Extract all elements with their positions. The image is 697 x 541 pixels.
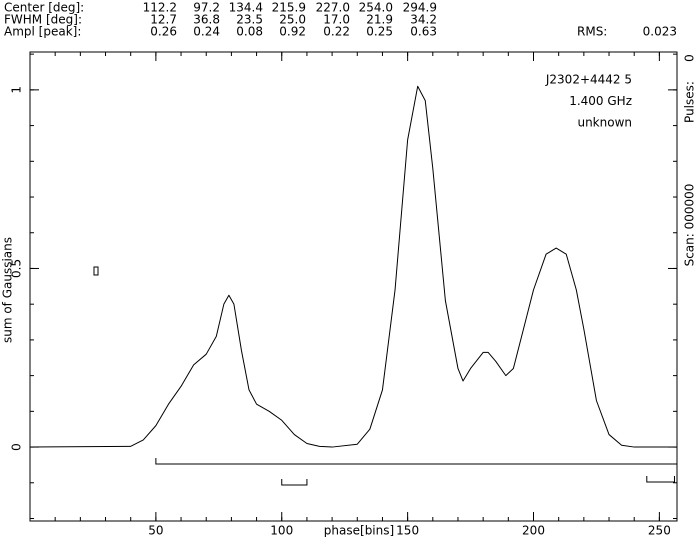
header-label: Ampl [peak]: bbox=[4, 25, 81, 39]
rms-value: 0.023 bbox=[643, 25, 677, 39]
rms-label: RMS: bbox=[577, 25, 607, 39]
plot-frame bbox=[29, 51, 678, 522]
annotation: 1.400 GHz bbox=[569, 94, 632, 108]
marker-box bbox=[93, 266, 99, 276]
x-axis-label: phase[bins] bbox=[324, 524, 394, 538]
header-value: 12.7 bbox=[150, 13, 177, 27]
x-tick-label: 50 bbox=[148, 524, 163, 538]
header-value: 0.63 bbox=[410, 25, 437, 39]
window-bracket bbox=[281, 479, 308, 486]
header-value: 23.5 bbox=[236, 13, 263, 27]
header-label: FWHM [deg]: bbox=[4, 13, 82, 27]
y-tick-label: 0.5 bbox=[10, 259, 24, 278]
header-value: 134.4 bbox=[229, 1, 263, 15]
x-tick-label: 250 bbox=[648, 524, 671, 538]
header-value: 227.0 bbox=[316, 1, 350, 15]
y-tick-label: 1 bbox=[10, 86, 24, 94]
annotation: J2302+4442 5 bbox=[545, 73, 632, 87]
side-label: Pulses: bbox=[683, 81, 697, 123]
header-value: 0.25 bbox=[366, 25, 393, 39]
header-value: 21.9 bbox=[366, 13, 393, 27]
x-tick-label: 100 bbox=[270, 524, 293, 538]
header-value: 34.2 bbox=[410, 13, 437, 27]
header-value: 0.92 bbox=[279, 25, 306, 39]
header-value: 254.0 bbox=[359, 1, 393, 15]
header-value: 0.08 bbox=[236, 25, 263, 39]
header-value: 17.0 bbox=[323, 13, 350, 27]
annotation: unknown bbox=[577, 116, 632, 130]
header-value: 0.26 bbox=[150, 25, 177, 39]
header-value: 36.8 bbox=[193, 13, 220, 27]
header-value: 97.2 bbox=[193, 1, 220, 15]
header-value: 294.9 bbox=[403, 1, 437, 15]
header-label: Center [deg]: bbox=[4, 1, 84, 15]
x-tick-label: 150 bbox=[396, 524, 419, 538]
header-value: 0.22 bbox=[323, 25, 350, 39]
window-bracket bbox=[646, 476, 675, 483]
window-bracket bbox=[155, 458, 678, 465]
y-axis-label: sum of Gaussians bbox=[1, 237, 15, 343]
side-label: 0 bbox=[683, 54, 697, 62]
x-tick-label: 200 bbox=[522, 524, 545, 538]
header-value: 0.24 bbox=[193, 25, 220, 39]
header-value: 112.2 bbox=[143, 1, 177, 15]
profile-line bbox=[29, 85, 677, 448]
side-label: Scan: 000000 bbox=[683, 184, 697, 267]
y-tick-label: 0 bbox=[10, 443, 24, 451]
header-value: 25.0 bbox=[279, 13, 306, 27]
header-value: 215.9 bbox=[272, 1, 306, 15]
